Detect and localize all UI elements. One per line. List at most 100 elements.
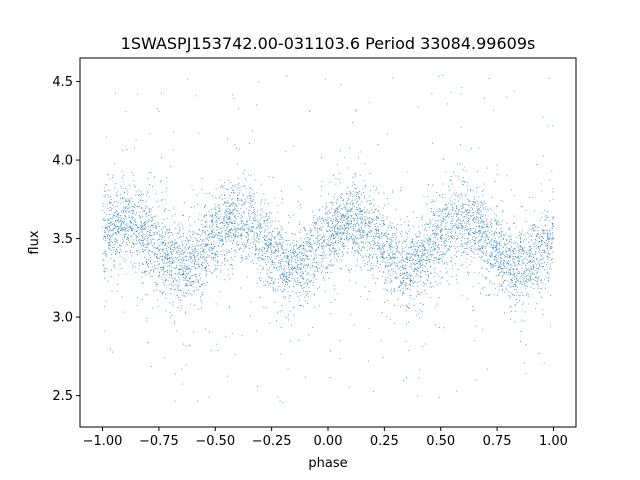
scatter-point <box>539 259 541 261</box>
scatter-point <box>442 183 444 185</box>
scatter-point <box>329 181 331 183</box>
scatter-point <box>422 304 424 306</box>
scatter-point <box>106 136 108 138</box>
scatter-point <box>494 219 496 221</box>
scatter-point <box>478 249 480 251</box>
scatter-point <box>183 280 185 282</box>
scatter-point <box>390 257 392 259</box>
scatter-point <box>427 279 429 281</box>
scatter-point <box>307 250 308 252</box>
scatter-point <box>266 236 268 238</box>
scatter-point <box>467 273 469 275</box>
scatter-point <box>397 277 399 278</box>
scatter-point <box>469 229 471 231</box>
scatter-point <box>305 254 307 256</box>
scatter-point <box>532 229 534 231</box>
scatter-point <box>163 210 165 212</box>
scatter-point <box>276 255 278 257</box>
scatter-point <box>263 252 265 254</box>
scatter-point <box>361 256 363 258</box>
scatter-point <box>495 246 497 247</box>
scatter-point <box>383 250 385 252</box>
scatter-point <box>424 290 426 291</box>
scatter-point <box>110 250 112 251</box>
scatter-point <box>457 227 459 229</box>
scatter-point <box>547 249 549 251</box>
scatter-point <box>480 231 482 233</box>
scatter-point <box>304 229 306 231</box>
scatter-point <box>174 289 176 291</box>
scatter-point <box>166 245 168 247</box>
scatter-point <box>355 214 357 216</box>
scatter-point <box>226 227 228 229</box>
scatter-point <box>403 273 405 275</box>
scatter-point <box>324 246 326 248</box>
scatter-point <box>278 269 280 271</box>
scatter-point <box>244 223 246 225</box>
scatter-point <box>107 235 109 237</box>
scatter-point <box>198 263 200 265</box>
scatter-point <box>122 257 124 259</box>
scatter-point <box>346 213 348 215</box>
scatter-point <box>255 248 257 250</box>
scatter-point <box>196 289 198 291</box>
scatter-point <box>415 249 417 251</box>
scatter-point <box>113 214 115 216</box>
scatter-point <box>161 238 163 240</box>
scatter-point <box>220 239 222 241</box>
scatter-point <box>340 84 342 86</box>
scatter-point <box>470 249 472 251</box>
scatter-point <box>426 250 428 252</box>
scatter-point <box>352 176 354 178</box>
scatter-point <box>203 283 205 285</box>
scatter-point <box>323 249 324 251</box>
scatter-point <box>206 270 207 272</box>
scatter-point <box>386 216 388 218</box>
scatter-point <box>461 252 463 254</box>
scatter-point <box>283 288 285 290</box>
scatter-point <box>272 283 274 285</box>
scatter-point <box>315 227 316 229</box>
scatter-point <box>468 205 470 207</box>
scatter-point <box>369 254 371 256</box>
scatter-point <box>126 227 128 229</box>
scatter-point <box>235 242 237 244</box>
scatter-point <box>375 235 376 237</box>
scatter-point <box>453 237 455 239</box>
scatter-point <box>373 248 375 250</box>
scatter-point <box>454 203 456 205</box>
scatter-point <box>456 207 458 209</box>
scatter-point <box>140 195 142 197</box>
scatter-point <box>434 257 436 259</box>
scatter-point <box>317 242 319 244</box>
scatter-point <box>168 253 169 255</box>
scatter-point <box>271 234 273 236</box>
scatter-point <box>329 231 331 232</box>
scatter-point <box>459 205 461 207</box>
scatter-point <box>234 220 236 222</box>
scatter-point <box>328 244 330 246</box>
scatter-point <box>452 207 453 209</box>
scatter-point <box>110 202 112 204</box>
scatter-point <box>445 222 447 224</box>
scatter-point <box>227 189 229 190</box>
scatter-point <box>141 248 143 250</box>
scatter-point <box>346 218 348 220</box>
scatter-point <box>414 254 416 256</box>
scatter-point <box>231 199 233 201</box>
scatter-point <box>297 248 299 250</box>
scatter-point <box>402 257 404 259</box>
scatter-point <box>197 240 199 242</box>
scatter-point <box>485 294 487 296</box>
scatter-point <box>390 239 392 241</box>
scatter-point <box>232 273 234 275</box>
scatter-point <box>203 239 205 241</box>
scatter-point <box>400 270 402 272</box>
scatter-point <box>183 263 185 265</box>
scatter-point <box>223 216 225 218</box>
scatter-point <box>185 237 187 239</box>
scatter-point <box>190 237 192 238</box>
scatter-point <box>500 264 502 266</box>
scatter-point <box>329 254 331 255</box>
scatter-point <box>340 237 342 239</box>
